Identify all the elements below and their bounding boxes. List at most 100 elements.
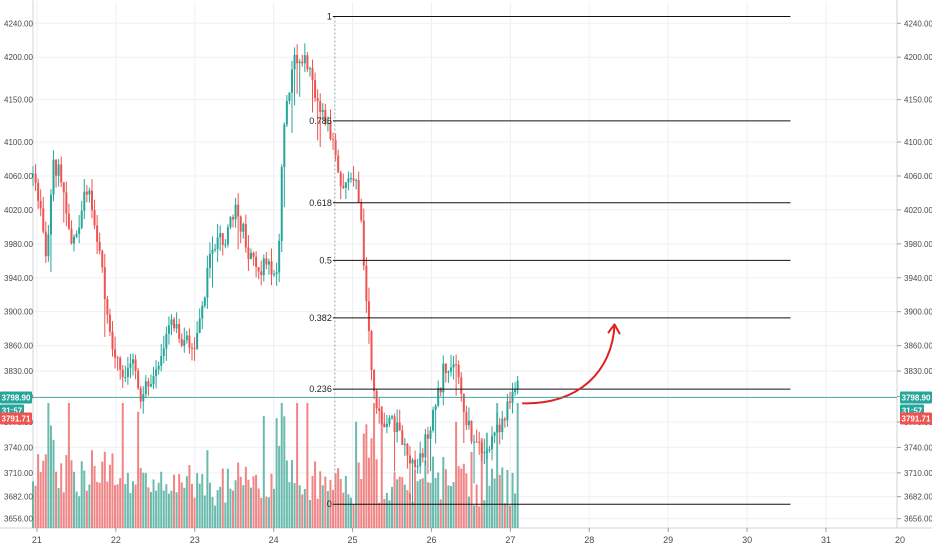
candle-body[interactable]: [426, 434, 429, 439]
candle-body[interactable]: [416, 466, 419, 468]
candle-body[interactable]: [139, 388, 142, 402]
candle-body[interactable]: [198, 318, 201, 334]
candle-body[interactable]: [155, 369, 158, 377]
candle-body[interactable]: [60, 164, 63, 183]
candle-body[interactable]: [229, 217, 232, 228]
candle-body[interactable]: [321, 109, 324, 112]
candle-body[interactable]: [308, 68, 311, 70]
candle-body[interactable]: [103, 267, 106, 299]
candle-body[interactable]: [491, 435, 494, 450]
candle-body[interactable]: [362, 220, 365, 266]
candle-body[interactable]: [403, 443, 406, 445]
candle-body[interactable]: [316, 98, 319, 101]
candle-body[interactable]: [429, 430, 432, 439]
candle-body[interactable]: [480, 442, 483, 454]
candle-body[interactable]: [65, 192, 68, 214]
candle-body[interactable]: [111, 331, 114, 350]
projection-arrow[interactable]: [522, 323, 621, 405]
candle-body[interactable]: [432, 410, 435, 431]
candle-body[interactable]: [93, 210, 96, 226]
candle-body[interactable]: [455, 364, 458, 366]
candle-body[interactable]: [249, 252, 252, 260]
candle-body[interactable]: [208, 253, 211, 268]
candle-body[interactable]: [196, 333, 199, 349]
candle-body[interactable]: [116, 357, 119, 359]
candle-body[interactable]: [114, 349, 117, 358]
candle-body[interactable]: [442, 363, 445, 393]
candle-body[interactable]: [162, 348, 165, 357]
candle-body[interactable]: [437, 387, 440, 406]
candle-body[interactable]: [180, 338, 183, 346]
candle-body[interactable]: [67, 213, 70, 229]
candle-body[interactable]: [42, 208, 45, 232]
candle-body[interactable]: [62, 182, 65, 193]
candle-body[interactable]: [380, 411, 383, 424]
candle-body[interactable]: [501, 418, 504, 432]
candle-body[interactable]: [280, 167, 283, 241]
candle-body[interactable]: [257, 267, 260, 272]
candle-body[interactable]: [457, 364, 460, 378]
candle-body[interactable]: [324, 109, 327, 125]
candle-body[interactable]: [52, 159, 55, 195]
candle-body[interactable]: [470, 420, 473, 442]
candle-body[interactable]: [37, 182, 40, 201]
candle-body[interactable]: [414, 459, 417, 468]
candle-body[interactable]: [44, 231, 47, 257]
candle-body[interactable]: [203, 297, 206, 306]
candle-body[interactable]: [129, 363, 132, 368]
candle-body[interactable]: [160, 356, 163, 366]
candle-body[interactable]: [306, 55, 309, 70]
candle-body[interactable]: [265, 258, 268, 265]
candle-body[interactable]: [47, 234, 50, 257]
candle-body[interactable]: [137, 370, 140, 389]
candle-body[interactable]: [388, 418, 391, 424]
candle-body[interactable]: [373, 370, 376, 392]
candle-body[interactable]: [319, 100, 322, 112]
candle-body[interactable]: [365, 265, 368, 302]
candle-body[interactable]: [434, 405, 437, 411]
candle-body[interactable]: [496, 424, 499, 433]
candle-body[interactable]: [190, 347, 193, 349]
candle-body[interactable]: [367, 301, 370, 332]
candle-body[interactable]: [32, 173, 34, 175]
candle-body[interactable]: [475, 441, 478, 443]
candle-body[interactable]: [34, 173, 37, 183]
candle-body[interactable]: [98, 241, 101, 251]
candle-body[interactable]: [201, 305, 204, 319]
candle-body[interactable]: [167, 325, 170, 334]
candles[interactable]: [32, 43, 519, 506]
candle-body[interactable]: [73, 236, 76, 244]
candle-body[interactable]: [211, 249, 214, 254]
candle-body[interactable]: [226, 227, 229, 245]
candle-body[interactable]: [339, 172, 342, 186]
candle-body[interactable]: [329, 122, 332, 140]
candle-body[interactable]: [393, 416, 396, 432]
candle-body[interactable]: [483, 452, 486, 454]
candle-body[interactable]: [75, 233, 78, 237]
candle-body[interactable]: [124, 376, 127, 378]
candle-body[interactable]: [383, 423, 386, 428]
candle-body[interactable]: [421, 453, 424, 458]
candle-body[interactable]: [508, 401, 511, 403]
candle-body[interactable]: [375, 391, 378, 409]
candle-body[interactable]: [493, 432, 496, 436]
candle-body[interactable]: [108, 314, 111, 332]
candle-body[interactable]: [370, 331, 373, 371]
candle-body[interactable]: [503, 418, 506, 421]
candle-body[interactable]: [85, 191, 88, 195]
candle-body[interactable]: [152, 376, 155, 385]
candle-body[interactable]: [439, 387, 442, 393]
candle-body[interactable]: [291, 69, 294, 93]
candle-body[interactable]: [406, 443, 409, 456]
fibonacci-retracement[interactable]: 1 0.786 0.618 0.5 0.382 0.236 0: [309, 11, 791, 509]
candle-body[interactable]: [516, 380, 519, 390]
candle-body[interactable]: [506, 401, 509, 421]
candle-body[interactable]: [216, 237, 219, 250]
candle-body[interactable]: [311, 68, 314, 81]
candle-body[interactable]: [183, 340, 186, 346]
candle-body[interactable]: [119, 357, 122, 370]
candle-body[interactable]: [360, 202, 363, 221]
candle-body[interactable]: [332, 139, 335, 141]
candle-body[interactable]: [460, 377, 463, 394]
